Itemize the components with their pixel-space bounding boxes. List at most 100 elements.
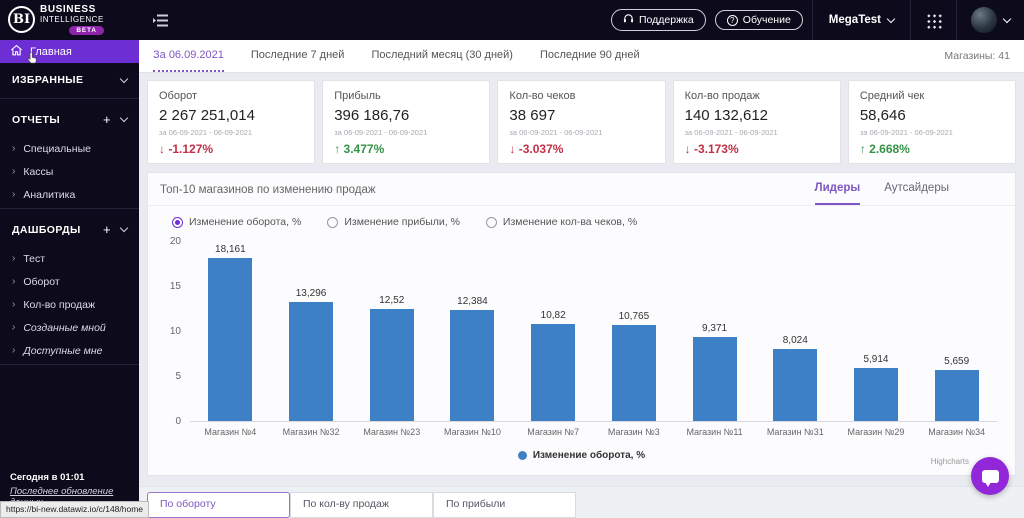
chevron-right-icon: › [12,166,15,177]
chevron-down-icon [1003,14,1011,22]
radio-turnover-change[interactable]: Изменение оборота, % [172,216,301,228]
bar-value: 13,296 [296,288,327,299]
chart-legend[interactable]: Изменение оборота, % [148,450,1015,461]
kpi-period: за 06-09-2021 - 06-09-2021 [159,128,303,137]
kpi-change: ↑ 3.477% [334,142,478,156]
chevron-right-icon: › [12,345,15,356]
top10-chart-panel: Топ-10 магазинов по изменению продаж Лид… [147,172,1016,476]
tab-by-profit[interactable]: По прибыли [433,492,576,518]
kpi-card-sales: Кол-во продаж 140 132,612 за 06-09-2021 … [673,80,841,164]
kpi-change: ↓ -3.037% [509,142,653,156]
highcharts-credit: Highcharts [931,457,969,466]
favorites-label: ИЗБРАННЫЕ [12,74,83,86]
support-button[interactable]: Поддержка [611,9,706,31]
radio-receipts-change[interactable]: Изменение кол-ва чеков, % [486,216,637,228]
user-avatar-menu[interactable] [957,7,1024,33]
chevron-right-icon: › [12,143,15,154]
plot-area: 18,161 13,296 12,52 12,384 10,82 10,765 … [190,242,997,422]
y-axis: 20 15 10 5 0 [156,242,190,422]
browser-status-url: https://bi-new.datawiz.io/c/148/home [0,501,149,518]
bar-store-7[interactable] [531,324,575,421]
topbar-divider [910,0,911,40]
sidebar-item-test[interactable]: › Тест [0,247,139,270]
legend-label: Изменение оборота, % [533,450,645,461]
topbar: BI BUSINESS INTELLIGENCE BETA Поддержка [0,0,1024,40]
chevron-down-icon [120,114,128,122]
kpi-change: ↓ -1.127% [159,142,303,156]
sidebar-item-cashdesks[interactable]: › Кассы [0,160,139,183]
sidebar-item-turnover[interactable]: › Оборот [0,270,139,293]
bar-store-23[interactable] [370,309,414,421]
bar-store-3[interactable] [612,325,656,421]
period-tab-bar: За 06.09.2021 Последние 7 дней Последний… [139,40,1024,73]
kpi-card-receipts: Кол-во чеков 38 697 за 06-09-2021 - 06-0… [497,80,665,164]
add-report-button[interactable]: + [103,112,111,127]
chat-widget-button[interactable] [971,457,1009,495]
chevron-right-icon: › [12,276,15,287]
tab-by-turnover[interactable]: По обороту [147,492,290,518]
bar-store-29[interactable] [854,368,898,421]
tab-period-day[interactable]: За 06.09.2021 [153,40,224,72]
chevron-right-icon: › [12,322,15,333]
bar-store-32[interactable] [289,302,333,421]
last-update-time: Сегодня в 01:01 [10,472,135,483]
kpi-value: 2 267 251,014 [159,107,303,124]
training-label: Обучение [743,14,791,26]
tab-by-sales-count[interactable]: По кол-ву продаж [290,492,433,518]
bar-chart: 20 15 10 5 0 18,161 13,296 12,52 12,384 … [156,242,997,422]
sidebar-divider [0,98,139,99]
bi-logo-icon: BI [8,6,35,33]
kpi-card-avg-receipt: Средний чек 58,646 за 06-09-2021 - 06-09… [848,80,1016,164]
chart-title: Топ-10 магазинов по изменению продаж [160,184,376,205]
sidebar-item-available-to-me[interactable]: › Доступные мне [0,339,139,362]
sidebar-section-dashboards[interactable]: ДАШБОРДЫ + [0,211,139,247]
sidebar-item-created-by-me[interactable]: › Созданные мной [0,316,139,339]
chevron-down-icon [120,224,128,232]
kpi-title: Кол-во чеков [509,90,653,102]
sidebar-item-sales-count[interactable]: › Кол-во продаж [0,293,139,316]
kpi-period: за 06-09-2021 - 06-09-2021 [509,128,653,137]
kpi-value: 140 132,612 [685,107,829,124]
app-logo[interactable]: BI BUSINESS INTELLIGENCE BETA [0,5,139,34]
headset-icon [623,13,634,27]
sidebar-item-home[interactable]: Главная [0,40,139,63]
sidebar-item-analytics[interactable]: › Аналитика [0,183,139,206]
metric-radio-group: Изменение оборота, % Изменение прибыли, … [148,206,1015,228]
tab-period-7days[interactable]: Последние 7 дней [251,40,345,72]
sidebar-collapse-icon[interactable] [153,14,169,27]
tab-period-90days[interactable]: Последние 90 дней [540,40,640,72]
tab-period-month[interactable]: Последний месяц (30 дней) [371,40,513,72]
sidebar-item-special[interactable]: › Специальные [0,137,139,160]
kpi-value: 396 186,76 [334,107,478,124]
add-dashboard-button[interactable]: + [103,222,111,237]
bar-store-10[interactable] [450,310,494,421]
bar-store-34[interactable] [935,370,979,421]
kpi-value: 38 697 [509,107,653,124]
apps-grid-icon[interactable] [925,12,942,29]
tab-outsiders[interactable]: Аутсайдеры [884,182,949,205]
radio-selected-icon [172,217,183,228]
bar-store-4[interactable] [208,258,252,421]
bar-value: 8,024 [783,335,808,346]
radio-profit-change[interactable]: Изменение прибыли, % [327,216,460,228]
bar-value: 12,384 [457,296,488,307]
bar-store-31[interactable] [773,349,817,421]
sidebar: Главная ИЗБРАННЫЕ ОТЧЕТЫ + › Специальные… [0,40,139,518]
x-axis-labels: Магазин №4 Магазин №32 Магазин №23 Магаз… [190,427,997,437]
bar-value: 10,765 [619,311,650,322]
kpi-period: за 06-09-2021 - 06-09-2021 [685,128,829,137]
kpi-cards-row: Оборот 2 267 251,014 за 06-09-2021 - 06-… [139,73,1024,171]
sidebar-section-reports[interactable]: ОТЧЕТЫ + [0,101,139,137]
training-button[interactable]: ? Обучение [715,10,803,30]
kpi-title: Оборот [159,90,303,102]
support-label: Поддержка [639,14,694,26]
sidebar-section-favorites[interactable]: ИЗБРАННЫЕ [0,63,139,96]
account-menu[interactable]: MegaTest [813,0,910,40]
beta-badge: BETA [69,26,103,35]
arrow-up-icon: ↑ [860,142,866,156]
kpi-value: 58,646 [860,107,1004,124]
chevron-right-icon: › [12,189,15,200]
tab-leaders[interactable]: Лидеры [815,182,861,205]
stores-count: Магазины: 41 [944,50,1010,62]
bar-store-11[interactable] [693,337,737,421]
